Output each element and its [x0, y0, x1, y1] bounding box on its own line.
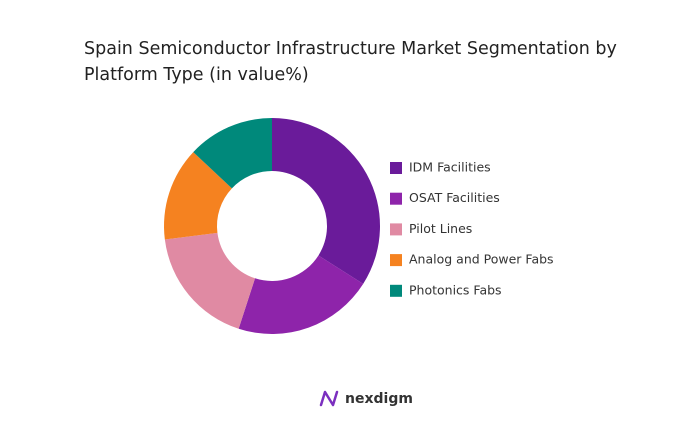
legend-label: IDM Facilities — [409, 160, 491, 175]
legend-swatch — [390, 254, 402, 267]
legend-swatch — [390, 284, 402, 297]
donut-slice — [238, 255, 364, 334]
legend-label: Pilot Lines — [409, 221, 472, 236]
legend-label: Analog and Power Fabs — [409, 252, 554, 267]
legend-label: Photonics Fabs — [409, 282, 502, 297]
logo-icon — [319, 390, 339, 407]
donut-slice — [164, 232, 256, 329]
legend-swatch — [390, 223, 402, 236]
donut-slice — [193, 118, 272, 189]
legend-swatch — [390, 162, 402, 174]
legend-swatch — [390, 192, 402, 205]
legend-label: OSAT Facilities — [409, 190, 500, 205]
chart-title: Spain Semiconductor Infrastructure Marke… — [84, 39, 617, 85]
donut-slice — [272, 118, 380, 284]
logo-mark — [319, 390, 339, 407]
donut-slice — [163, 152, 232, 240]
brand: nexdigm — [345, 391, 413, 407]
